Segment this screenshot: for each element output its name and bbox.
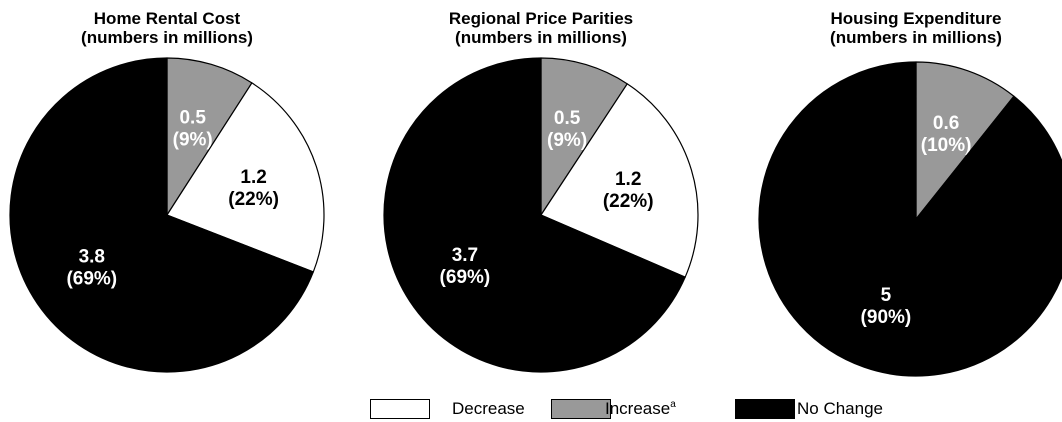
chart-title-housing-expenditure: Housing Expenditure (numbers in millions…: [756, 9, 1062, 47]
pie-slice-increase: [166, 57, 253, 216]
slice-percent-label: (10%): [921, 135, 972, 156]
slice-percent-label: (9%): [547, 130, 587, 151]
slice-value-label: 1.2: [240, 167, 266, 188]
legend-label-superscript: a: [670, 399, 676, 410]
slice-percent-label: (22%): [228, 189, 279, 210]
legend-label-text: Decrease: [452, 399, 525, 418]
legend-label-text: Increase: [605, 399, 671, 418]
legend-label: Increasea: [605, 399, 676, 419]
slice-percent-label: (69%): [440, 267, 491, 288]
chart-title-text: Home Rental Cost: [93, 9, 241, 28]
pie-chart-2: 0.6(10%) 5(90%): [758, 61, 1062, 377]
chart-subtitle-text: (numbers in millions): [830, 28, 1002, 47]
slice-value-label: 5: [881, 285, 892, 306]
pie-chart-0: 0.5(9%) 1.2(22%) 3.8(69%): [9, 57, 325, 373]
pie-slice-increase: [540, 57, 628, 216]
pie-slice-no-change: [9, 57, 314, 373]
slice-percent-label: (69%): [66, 268, 117, 289]
slice-percent-label: (9%): [173, 130, 213, 151]
pie-slice-decrease: [166, 82, 325, 273]
slice-percent-label: (22%): [603, 191, 654, 212]
legend: Decrease Increasea No Change: [370, 396, 930, 422]
legend-swatch-no-change: [735, 399, 795, 419]
slice-value-label: 1.2: [615, 169, 641, 190]
chart-title-text: Regional Price Parities: [448, 9, 634, 28]
chart-title-home-rental-cost: Home Rental Cost (numbers in millions): [7, 9, 327, 47]
slice-value-label: 0.5: [554, 108, 581, 129]
chart-subtitle-text: (numbers in millions): [81, 28, 253, 47]
chart-subtitle-text: (numbers in millions): [455, 28, 627, 47]
legend-swatch-decrease: [370, 399, 430, 419]
pie-chart-1: 0.5(9%) 1.2(22%) 3.7(69%): [383, 57, 699, 373]
chart-title-text: Housing Expenditure: [830, 9, 1002, 28]
legend-label: No Change: [797, 399, 883, 419]
pie-slice-decrease: [540, 83, 699, 278]
pie-slice-no-change: [758, 61, 1062, 377]
slice-value-label: 0.5: [179, 108, 206, 129]
legend-swatch-increase: [551, 399, 611, 419]
pie-slice-no-change: [383, 57, 686, 373]
pie-slice-increase: [915, 61, 1015, 220]
legend-label: Decrease: [452, 399, 525, 419]
legend-label-text: No Change: [797, 399, 884, 418]
slice-value-label: 3.8: [79, 246, 105, 267]
slice-value-label: 3.7: [452, 245, 478, 266]
slice-percent-label: (90%): [861, 307, 912, 328]
slice-value-label: 0.6: [933, 113, 959, 134]
chart-title-regional-price-parities: Regional Price Parities (numbers in mill…: [381, 9, 701, 47]
